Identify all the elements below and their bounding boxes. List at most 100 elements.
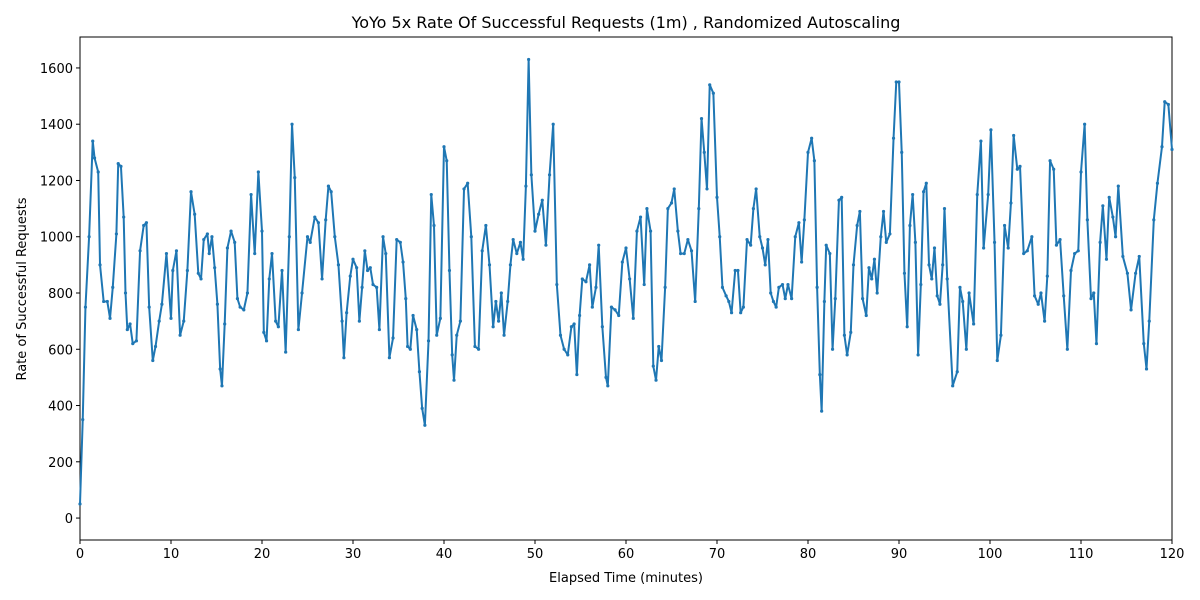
point-marker [1015, 167, 1019, 171]
point-marker [749, 243, 753, 247]
point-marker [1089, 297, 1093, 301]
x-tick-label: 90 [891, 547, 908, 562]
point-marker [119, 164, 123, 169]
point-marker [604, 375, 608, 379]
point-marker [911, 192, 915, 197]
point-marker [924, 181, 928, 185]
point-marker [830, 347, 835, 351]
point-marker [527, 57, 531, 62]
point-marker [491, 325, 495, 329]
point-marker [606, 384, 610, 388]
point-marker [810, 136, 814, 140]
point-marker [693, 299, 697, 304]
point-marker [672, 187, 676, 191]
point-marker [635, 229, 639, 233]
point-marker [205, 232, 209, 236]
point-marker [702, 150, 706, 154]
point-marker [1163, 100, 1167, 104]
point-marker [308, 240, 312, 244]
point-marker [83, 305, 88, 309]
point-marker [842, 333, 847, 337]
point-marker [174, 249, 179, 253]
point-marker [793, 235, 797, 239]
point-marker [1152, 218, 1156, 222]
point-marker [415, 327, 419, 332]
point-marker [783, 297, 787, 301]
point-marker [333, 235, 337, 239]
point-marker [897, 80, 901, 84]
point-marker [102, 299, 106, 304]
point-marker [1170, 147, 1174, 152]
point-marker [423, 423, 427, 427]
x-tick-label: 100 [978, 547, 1003, 562]
point-marker [329, 190, 333, 194]
point-marker [506, 299, 510, 304]
point-marker [406, 344, 410, 349]
point-marker [160, 302, 164, 306]
point-marker [697, 207, 701, 211]
point-marker [253, 252, 257, 256]
point-marker [134, 339, 139, 343]
point-marker [786, 282, 790, 287]
y-tick-label: 400 [48, 400, 73, 415]
point-marker [927, 263, 931, 267]
point-marker [1069, 268, 1073, 273]
point-marker [296, 327, 300, 332]
point-marker [411, 313, 415, 318]
point-marker [580, 277, 584, 281]
point-marker [566, 353, 570, 357]
point-marker [938, 302, 942, 306]
point-marker [638, 215, 643, 219]
point-marker [979, 139, 983, 143]
point-marker [1006, 246, 1010, 250]
y-tick-label: 600 [48, 343, 73, 358]
point-marker [92, 156, 97, 160]
point-marker [537, 212, 541, 216]
point-marker [270, 252, 274, 256]
point-marker [178, 333, 182, 337]
point-marker [1085, 218, 1089, 222]
point-marker [408, 347, 412, 351]
y-tick-label: 0 [65, 512, 73, 527]
point-marker [494, 299, 498, 304]
point-marker [91, 139, 95, 143]
point-marker [515, 252, 519, 256]
point-marker [1012, 133, 1016, 138]
point-marker [182, 319, 186, 323]
point-marker [1076, 249, 1080, 253]
point-marker [663, 285, 667, 289]
point-marker [469, 235, 473, 239]
point-marker [114, 232, 118, 236]
point-marker [729, 311, 734, 315]
point-marker [151, 358, 155, 363]
point-marker [147, 305, 151, 309]
point-marker [851, 263, 856, 267]
point-marker [551, 122, 555, 126]
point-marker [1048, 159, 1052, 163]
point-marker [1147, 319, 1151, 323]
x-tick-label: 80 [800, 547, 817, 562]
point-marker [995, 358, 999, 363]
point-marker [845, 353, 849, 357]
point-marker [521, 257, 525, 261]
point-marker [802, 218, 806, 222]
point-marker [484, 223, 488, 228]
point-marker [858, 209, 862, 214]
point-marker [771, 299, 776, 304]
point-marker [961, 299, 965, 304]
point-marker [466, 181, 470, 185]
point-marker [218, 367, 222, 371]
point-marker [955, 370, 959, 374]
x-axis-label: Elapsed Time (minutes) [549, 571, 703, 586]
point-marker [824, 243, 828, 247]
point-marker [736, 268, 740, 273]
point-marker [1107, 195, 1111, 199]
point-marker [116, 161, 120, 166]
point-marker [872, 257, 877, 261]
point-marker [207, 252, 211, 256]
point-marker [1009, 201, 1013, 205]
point-marker [462, 187, 466, 191]
point-marker [305, 235, 310, 239]
point-marker [855, 223, 859, 228]
x-tick-label: 10 [163, 547, 180, 562]
